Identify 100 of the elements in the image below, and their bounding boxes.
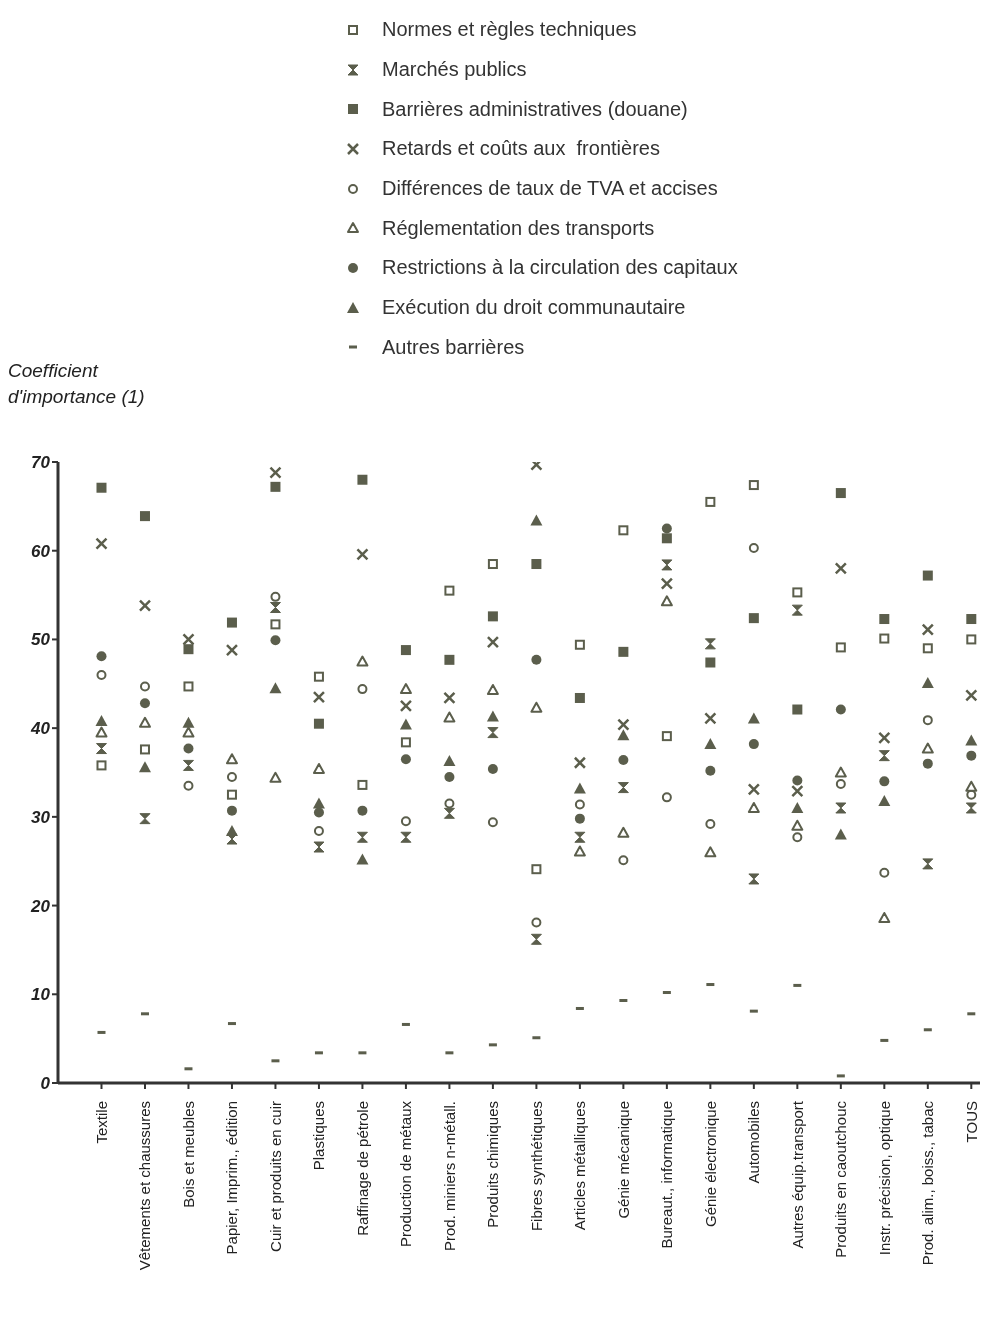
point — [922, 643, 933, 654]
point — [791, 819, 804, 831]
point — [270, 481, 281, 492]
point — [139, 813, 151, 825]
point — [879, 614, 890, 625]
point — [617, 826, 630, 838]
point — [139, 511, 150, 522]
point — [357, 779, 368, 790]
x-tick-label: Autres équip.transport — [788, 1100, 806, 1249]
point — [748, 613, 759, 624]
legend-label: Marchés publics — [382, 58, 527, 82]
point — [138, 599, 152, 612]
x-tick-label: Prod. miniers n-métall. — [440, 1101, 458, 1252]
x-tick-label: Raffinage de pétrole — [353, 1101, 371, 1236]
x-tick-label: Textile — [92, 1101, 110, 1144]
point — [356, 548, 369, 561]
y-tick-label: 0 — [40, 1074, 51, 1094]
point — [748, 873, 760, 885]
x-tick-label: Papier, Imprim., édition — [223, 1101, 241, 1255]
point — [922, 858, 934, 870]
point — [835, 704, 846, 715]
x-tick-label: Vêtements et chaussures — [136, 1101, 154, 1271]
x-tick-label: Articles métalliques — [571, 1101, 589, 1231]
point — [226, 789, 237, 800]
point — [966, 750, 977, 761]
point — [486, 635, 500, 649]
legend-label: Exécution du droit communautaire — [382, 296, 686, 320]
point — [921, 676, 934, 688]
point — [182, 633, 195, 646]
legend-label: Différences de taux de TVA et accises — [382, 177, 718, 201]
point — [269, 601, 281, 613]
point — [183, 681, 194, 692]
y-tick-label: 40 — [30, 719, 51, 739]
x-tick-label: Plastiques — [310, 1101, 328, 1171]
point — [182, 759, 194, 771]
point — [618, 646, 629, 657]
point — [400, 816, 411, 827]
point — [95, 715, 108, 727]
point — [835, 802, 847, 814]
x-tick-label: Cuir et produits en cuir — [266, 1101, 284, 1252]
point — [573, 845, 586, 857]
point — [400, 831, 412, 843]
point — [965, 689, 978, 702]
point — [269, 682, 282, 694]
point — [313, 718, 324, 729]
x-tick-label: Produits en caoutchouc — [832, 1100, 850, 1258]
point — [879, 867, 890, 878]
point — [747, 783, 761, 796]
x-tick-label: Génie mécanique — [614, 1101, 632, 1219]
point — [835, 642, 846, 653]
point — [574, 813, 585, 824]
x-tick-label: Prod. alim., boiss., tabac — [919, 1100, 937, 1266]
point — [878, 794, 891, 806]
point — [225, 825, 238, 837]
point — [531, 654, 542, 665]
point — [835, 779, 846, 790]
point — [443, 807, 455, 819]
point — [443, 754, 456, 766]
y-tick-label: 50 — [31, 630, 51, 650]
point — [487, 611, 498, 622]
legend-label: Restrictions à la circulation des capitaux — [382, 256, 738, 280]
point — [747, 712, 760, 724]
point — [530, 933, 542, 945]
point — [183, 780, 194, 791]
point — [617, 782, 629, 794]
point — [748, 480, 759, 491]
point — [96, 651, 107, 662]
point — [357, 684, 368, 695]
point — [617, 718, 630, 731]
x-tick-label: Produits chimiques — [484, 1101, 502, 1228]
point — [922, 758, 933, 769]
y-tick-label: 60 — [31, 541, 51, 561]
point — [878, 750, 890, 762]
point — [835, 488, 846, 499]
point — [748, 543, 759, 554]
point — [312, 797, 325, 809]
point — [312, 762, 325, 774]
point — [574, 692, 585, 703]
point — [921, 742, 934, 754]
point — [705, 765, 716, 776]
point — [878, 911, 891, 923]
point — [138, 761, 151, 773]
point — [356, 831, 368, 843]
point — [487, 727, 499, 739]
legend-label: Autres barrières — [382, 335, 525, 359]
point — [487, 817, 498, 828]
point — [921, 623, 935, 636]
point — [269, 771, 282, 783]
point — [530, 701, 543, 713]
x-tick-label: Production de métaux — [397, 1100, 415, 1247]
point — [139, 744, 150, 755]
point — [922, 570, 933, 581]
point — [486, 710, 499, 722]
point — [356, 853, 369, 865]
point — [792, 704, 803, 715]
point — [531, 864, 542, 875]
legend-label: Normes et règles techniques — [382, 18, 637, 42]
point — [95, 743, 107, 755]
y-tick-label: 20 — [30, 896, 51, 916]
point — [96, 482, 107, 493]
